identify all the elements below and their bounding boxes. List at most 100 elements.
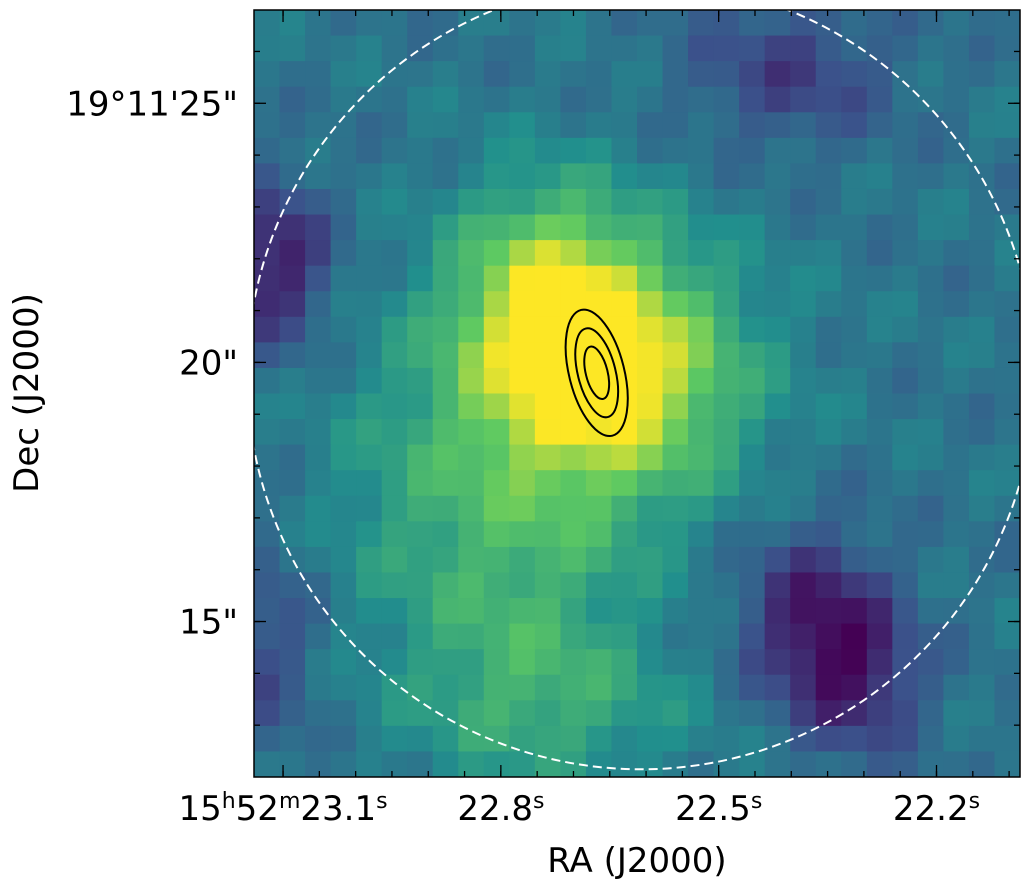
heatmap-cell (815, 10, 842, 37)
heatmap-cell (815, 214, 842, 241)
heatmap-cell (560, 649, 587, 676)
heatmap-cell (279, 240, 306, 267)
heatmap-cell (279, 137, 306, 164)
heatmap-cell (764, 291, 791, 318)
heatmap-cell (739, 623, 766, 650)
heatmap-cell (381, 316, 408, 343)
heatmap-cell (637, 188, 664, 216)
heatmap-cell (713, 393, 740, 420)
heatmap-cell (330, 419, 357, 446)
heatmap-cell (330, 598, 357, 625)
heatmap-cell (994, 367, 1020, 395)
heatmap-cell (968, 265, 996, 292)
heatmap-cell (254, 598, 281, 625)
heatmap-cell (279, 623, 306, 650)
heatmap-cell (968, 725, 996, 753)
heatmap-cell (841, 137, 868, 164)
heatmap-cell (892, 495, 919, 522)
heatmap-cell (968, 521, 996, 548)
heatmap-cell (968, 546, 996, 574)
heatmap-cell (841, 35, 868, 62)
heatmap-cell (279, 61, 306, 88)
heatmap-cell (764, 240, 791, 267)
heatmap-cell (483, 419, 510, 446)
heatmap-cell (305, 649, 332, 676)
heatmap-cell (483, 214, 510, 241)
heatmap-cell (560, 342, 587, 369)
heatmap-cell (764, 546, 791, 574)
heatmap-cell (305, 495, 332, 522)
heatmap-cell (534, 265, 561, 292)
heatmap-cell (739, 419, 766, 446)
heatmap-cell (764, 188, 791, 216)
heatmap-cell (509, 188, 536, 216)
heatmap-cell (994, 265, 1020, 292)
heatmap-cell (917, 86, 944, 113)
heatmap-cell (560, 112, 587, 139)
heatmap-cell (254, 444, 281, 471)
heatmap-cell (534, 112, 561, 139)
heatmap-cell (943, 265, 970, 292)
heatmap-cell (407, 61, 434, 88)
heatmap-cell (739, 240, 766, 267)
heatmap-cell (790, 163, 817, 190)
y-axis-label: Dec (J2000) (7, 293, 47, 493)
heatmap-cell (790, 393, 817, 420)
beam-circle (254, 10, 1020, 771)
heatmap-cell (764, 265, 791, 292)
heatmap-cell (866, 470, 893, 497)
heatmap-cell (637, 572, 664, 599)
heatmap-cell (739, 112, 766, 139)
heatmap-cell (662, 674, 689, 701)
heatmap-cell (892, 265, 919, 292)
heatmap-cell (866, 444, 893, 471)
heatmap-cell (841, 649, 868, 676)
heatmap-cell (560, 700, 587, 727)
heatmap-cell (968, 316, 996, 343)
heatmap-cell (585, 35, 613, 62)
heatmap-cell (458, 112, 485, 139)
heatmap-cell (713, 725, 740, 753)
heatmap-cell (330, 291, 357, 318)
heatmap-cell (330, 546, 357, 574)
heatmap-cell (994, 649, 1020, 676)
heatmap-cell (917, 751, 944, 777)
heatmap-cell (815, 240, 842, 267)
heatmap-cell (866, 598, 893, 625)
heatmap-cell (330, 623, 357, 650)
heatmap-cell (611, 649, 638, 676)
heatmap-cell (866, 751, 893, 777)
heatmap-cell (483, 265, 510, 292)
heatmap-cell (968, 598, 996, 625)
heatmap-cell (688, 163, 715, 190)
heatmap-cell (560, 188, 587, 216)
heatmap-cell (790, 751, 817, 777)
heatmap-cell (917, 674, 944, 701)
heatmap-cell (509, 240, 536, 267)
heatmap-cell (892, 163, 919, 190)
heatmap-cell (560, 495, 587, 522)
heatmap-cell (713, 521, 740, 548)
heatmap-cell (432, 521, 459, 548)
heatmap-cell (968, 163, 996, 190)
heatmap-cell (713, 470, 740, 497)
heatmap-cell (611, 674, 638, 701)
heatmap-cell (330, 725, 357, 753)
heatmap-cell (483, 444, 510, 471)
heatmap-cell (688, 725, 715, 753)
heatmap-cell (432, 674, 459, 701)
heatmap-cell (662, 163, 689, 190)
heatmap-cell (279, 291, 306, 318)
heatmap-cell (509, 495, 536, 522)
heatmap-cell (305, 419, 332, 446)
heatmap-cell (764, 316, 791, 343)
heatmap-cell (279, 10, 306, 37)
heatmap-cell (458, 598, 485, 625)
heatmap-cell (356, 470, 383, 497)
heatmap-cell (356, 10, 383, 37)
heatmap-cell (713, 495, 740, 522)
heatmap-cell (560, 393, 587, 420)
heatmap-cell (534, 214, 561, 241)
heatmap-cell (637, 112, 664, 139)
heatmap-cell (917, 367, 944, 395)
